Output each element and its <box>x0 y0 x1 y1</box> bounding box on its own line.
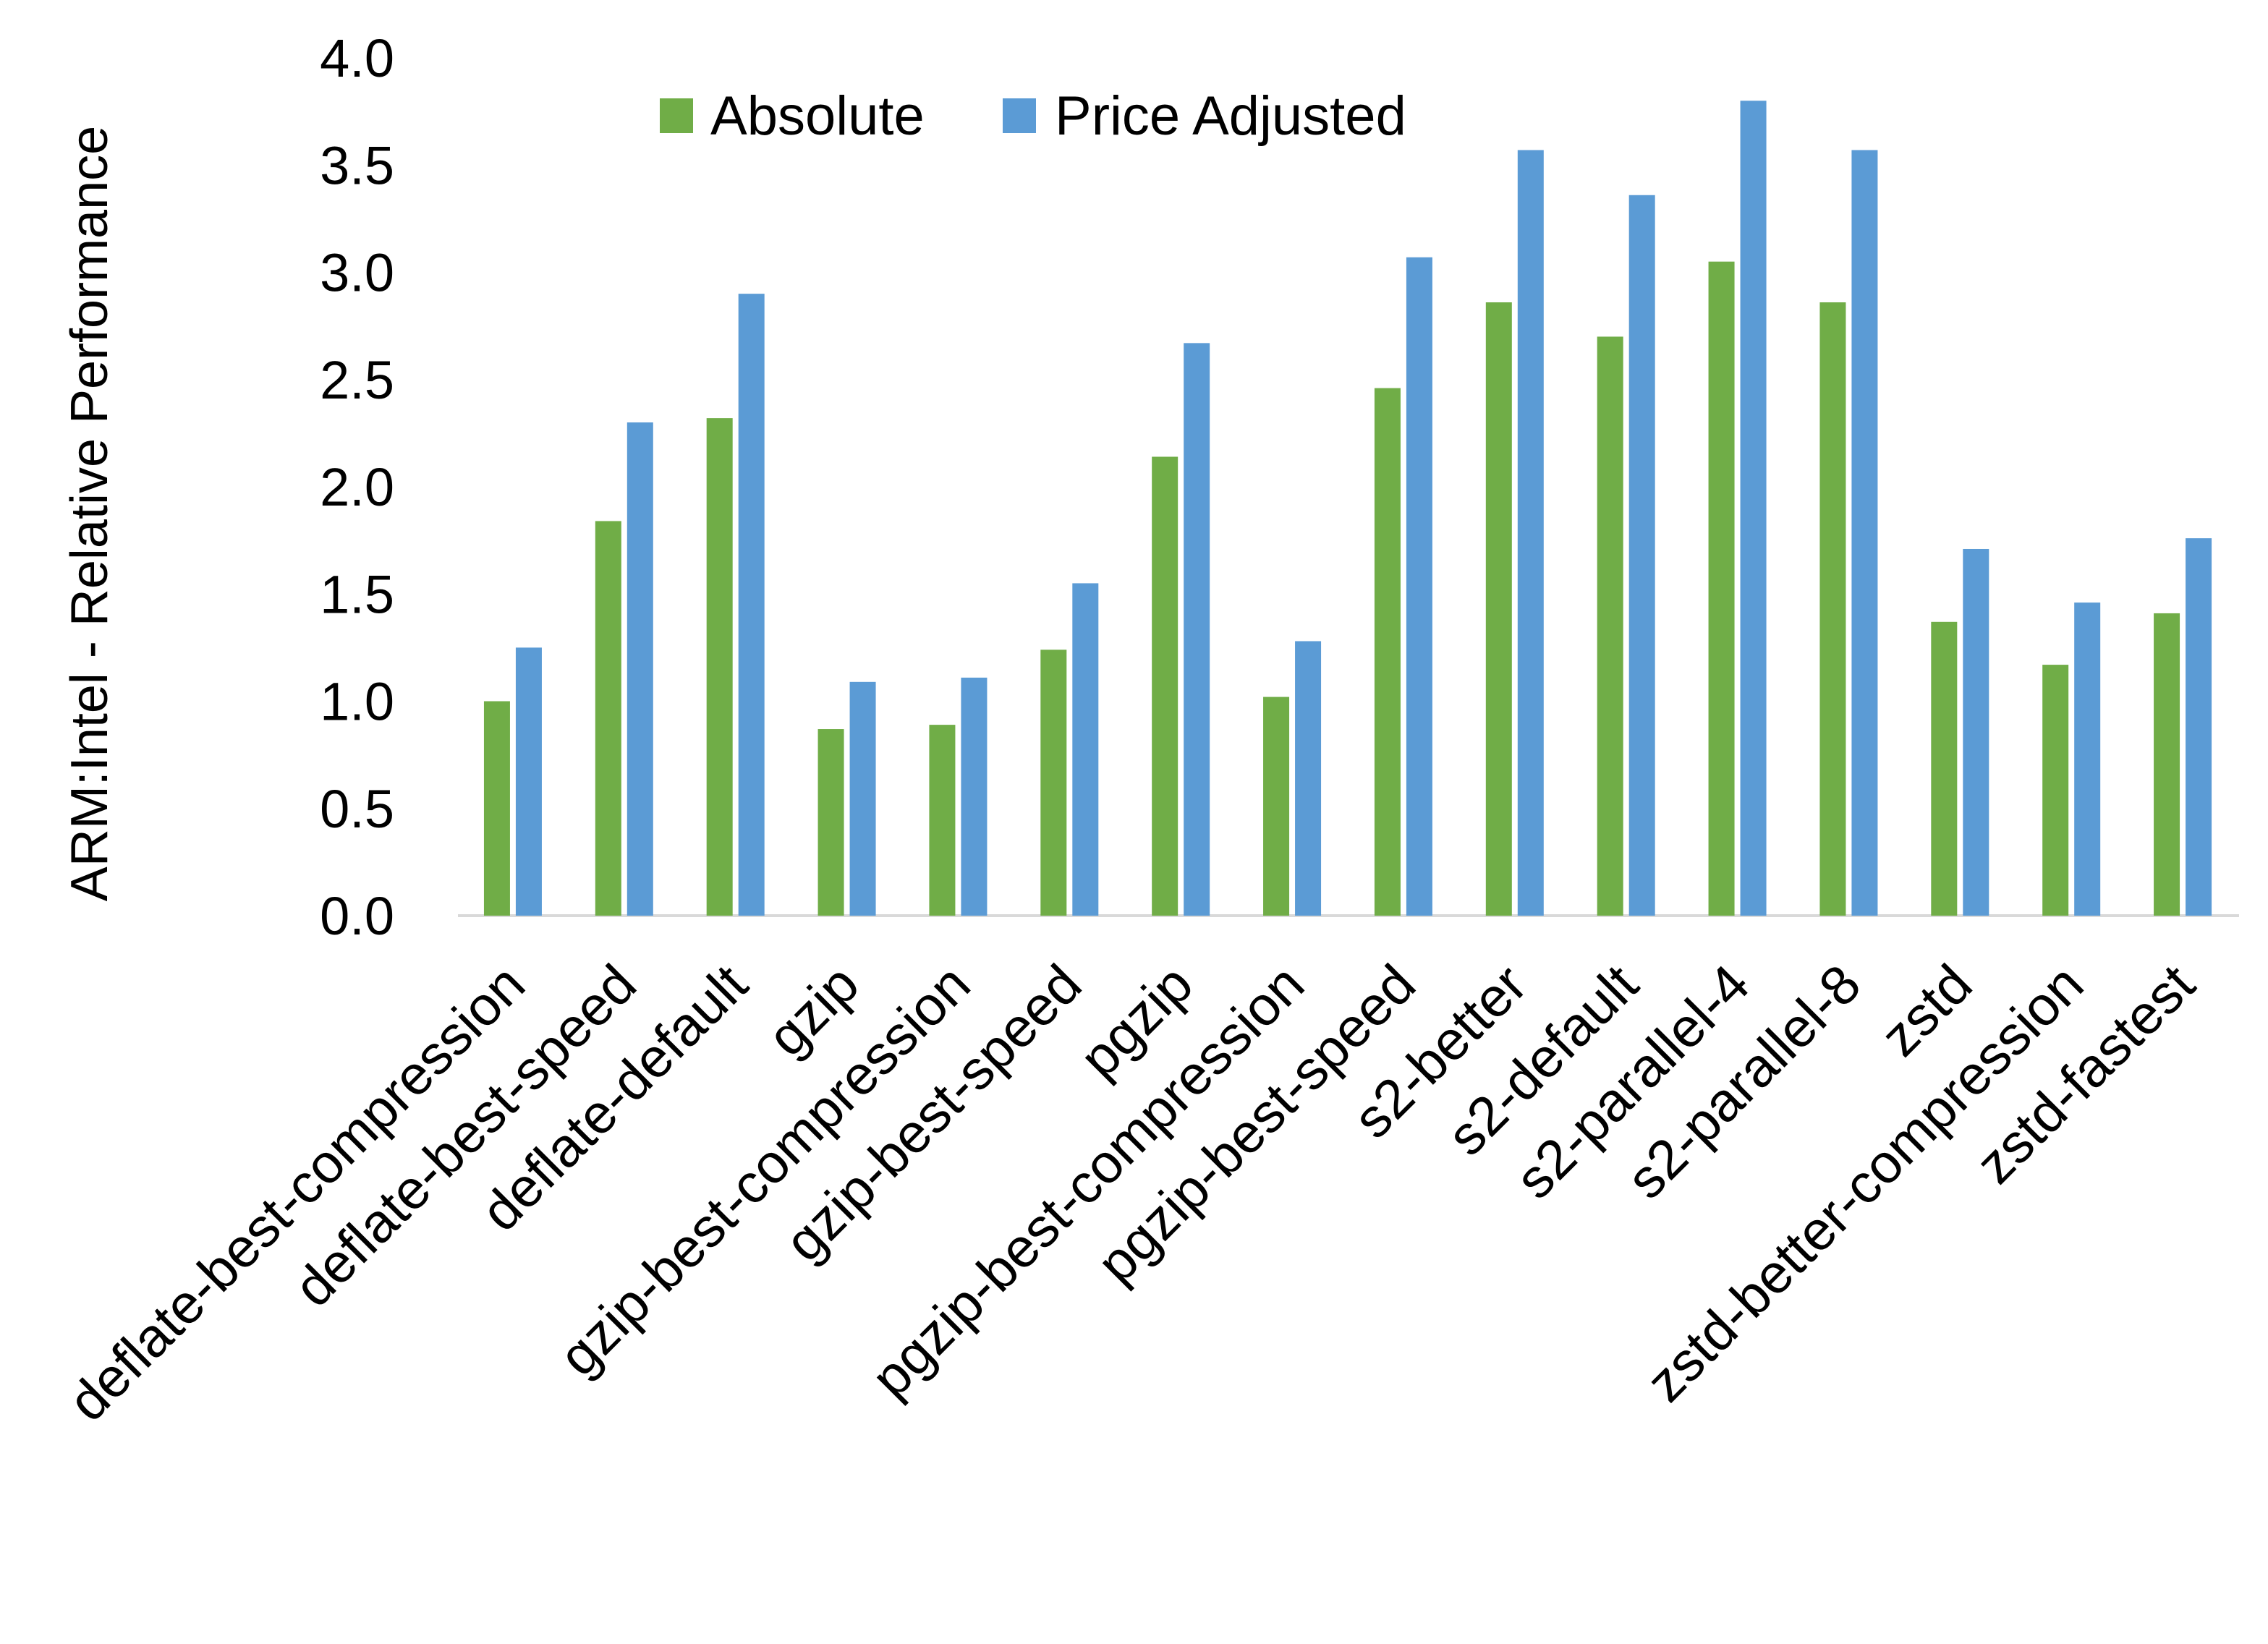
bar-price-adjusted-gzip-best-speed <box>1072 583 1099 916</box>
y-tick-label: 3.0 <box>320 243 394 303</box>
bar-absolute-pgzip <box>1152 456 1178 916</box>
x-tick-label: deflate-best-compression <box>56 953 536 1433</box>
y-tick-label: 1.5 <box>320 564 394 624</box>
bar-absolute-deflate-best-compression <box>483 701 510 916</box>
bar-absolute-zstd-fastest <box>2154 613 2180 916</box>
legend-swatch-price-adjusted <box>1003 98 1036 133</box>
y-tick-label: 2.5 <box>320 350 394 410</box>
bar-price-adjusted-gzip <box>849 681 876 916</box>
bar-absolute-pgzip-best-speed <box>1374 388 1401 916</box>
legend: Absolute Price Adjusted <box>660 85 1406 147</box>
bar-absolute-s2-better <box>1485 302 1512 916</box>
bar-price-adjusted-deflate-best-compression <box>515 647 542 916</box>
bar-price-adjusted-pgzip <box>1184 343 1210 916</box>
bar-price-adjusted-zstd <box>1963 548 1989 916</box>
bar-price-adjusted-s2-better <box>1517 150 1544 916</box>
bar-absolute-gzip-best-compression <box>929 725 956 916</box>
bar-absolute-s2-default <box>1597 336 1623 916</box>
bar-price-adjusted-s2-parallel-8 <box>1851 150 1878 916</box>
bar-absolute-zstd-better-compression <box>2042 665 2069 916</box>
bar-absolute-gzip-best-speed <box>1040 649 1067 916</box>
bar-price-adjusted-s2-default <box>1628 195 1655 916</box>
bar-absolute-gzip <box>817 729 844 916</box>
y-axis-ticks: 0.0 0.5 1.0 1.5 2.0 2.5 3.0 3.5 4.0 <box>320 28 394 946</box>
bar-price-adjusted-deflate-default <box>738 294 765 916</box>
y-tick-label: 4.0 <box>320 28 394 88</box>
bar-price-adjusted-deflate-best-speed <box>627 422 653 916</box>
bar-price-adjusted-zstd-better-compression <box>2074 602 2101 916</box>
y-tick-label: 3.5 <box>320 135 394 195</box>
bar-price-adjusted-pgzip-best-speed <box>1406 257 1432 916</box>
legend-label-price-adjusted: Price Adjusted <box>1055 85 1406 147</box>
bar-price-adjusted-s2-parallel-4 <box>1740 101 1767 916</box>
x-axis-labels: deflate-best-compressiondeflate-best-spe… <box>56 953 2207 1433</box>
bar-absolute-deflate-default <box>706 418 733 916</box>
y-tick-label: 0.0 <box>320 886 394 946</box>
y-tick-label: 2.0 <box>320 457 394 517</box>
bar-price-adjusted-gzip-best-compression <box>961 677 988 916</box>
bar-price-adjusted-zstd-fastest <box>2186 538 2212 916</box>
bar-absolute-zstd <box>1931 621 1958 916</box>
y-tick-label: 1.0 <box>320 672 394 732</box>
y-tick-label: 0.5 <box>320 779 394 839</box>
bar-price-adjusted-pgzip-best-compression <box>1295 641 1322 916</box>
bar-absolute-pgzip-best-compression <box>1263 697 1290 916</box>
bar-absolute-s2-parallel-8 <box>1819 302 1846 916</box>
bar-absolute-s2-parallel-4 <box>1708 261 1735 916</box>
y-axis-label: ARM:Intel - Relative Performance <box>61 126 119 901</box>
bar-absolute-deflate-best-speed <box>595 521 621 916</box>
legend-swatch-absolute <box>660 98 693 133</box>
legend-label-absolute: Absolute <box>710 85 925 147</box>
bars <box>483 101 2212 916</box>
